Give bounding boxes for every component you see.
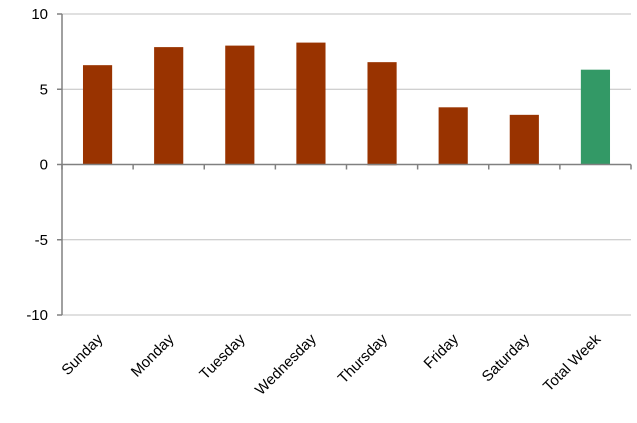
x-label-saturday: Saturday [479, 330, 534, 385]
x-label-wednesday: Wednesday [252, 330, 320, 398]
x-label-tuesday: Tuesday [196, 330, 249, 383]
bar-wednesday [296, 42, 326, 165]
x-label-monday: Monday [128, 330, 178, 380]
bars [82, 42, 611, 166]
axes [57, 13, 632, 316]
y-tick-label-neg5: -5 [35, 232, 48, 249]
x-label-friday: Friday [421, 330, 463, 372]
bar-monday [154, 47, 184, 165]
y-tick-label-neg10: -10 [26, 307, 48, 324]
bar-sunday [82, 65, 113, 165]
x-label-total-week: Total Week [540, 330, 605, 395]
bar-thursday [367, 62, 397, 166]
x-label-thursday: Thursday [335, 330, 392, 387]
bar-saturday [509, 114, 539, 165]
y-tick-label-10: 10 [31, 6, 48, 23]
bar-friday [438, 107, 468, 165]
x-label-sunday: Sunday [58, 330, 106, 378]
y-tick-label-0: 0 [40, 157, 48, 174]
y-tick-label-5: 5 [40, 81, 48, 98]
bar-total-week [580, 69, 611, 165]
bar-tuesday [225, 45, 255, 165]
